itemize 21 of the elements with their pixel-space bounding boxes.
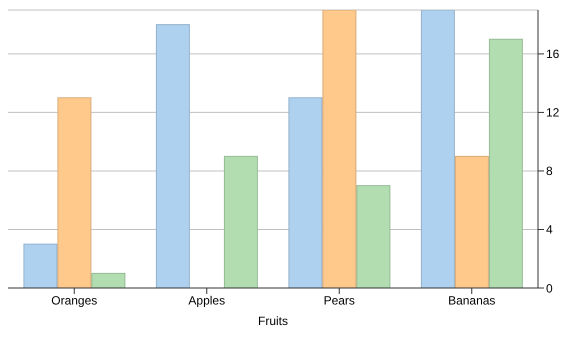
bar <box>224 156 258 288</box>
x-axis-title: Fruits <box>258 314 288 328</box>
x-tick-label: Pears <box>324 294 355 308</box>
y-tick-label: 4 <box>546 222 553 237</box>
bar <box>488 38 523 288</box>
x-tick-label: Apples <box>188 294 226 308</box>
bar <box>420 10 455 288</box>
bar <box>288 97 322 288</box>
bar <box>454 156 489 288</box>
y-tick-label: 0 <box>546 281 553 296</box>
bar <box>356 185 390 288</box>
bar <box>57 97 92 288</box>
x-tick-label: Bananas <box>448 294 496 308</box>
y-tick-label: 12 <box>546 106 560 120</box>
y-tick-label: 16 <box>546 47 560 62</box>
bar <box>23 244 58 288</box>
x-tick-label: Oranges <box>51 294 98 308</box>
bar <box>91 272 126 288</box>
bar <box>322 10 356 288</box>
y-tick-label: 8 <box>546 164 553 178</box>
bar <box>156 24 190 288</box>
